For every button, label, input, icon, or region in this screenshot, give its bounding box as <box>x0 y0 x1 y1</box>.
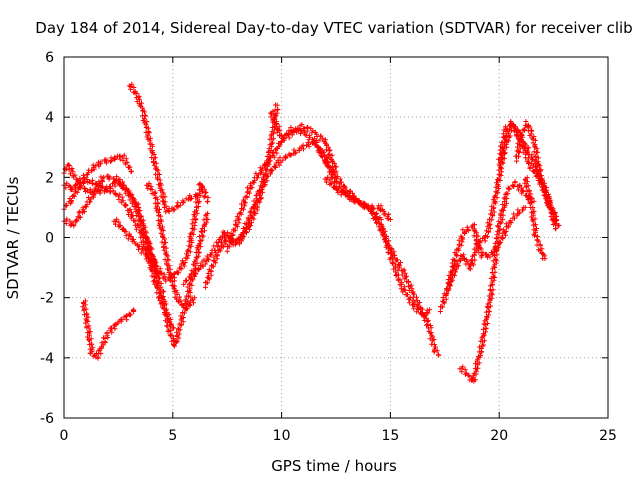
series-arc-5 <box>80 298 137 361</box>
series-markers <box>144 180 198 312</box>
y-tick-label: -4 <box>40 351 54 367</box>
y-tick-label: 6 <box>45 50 54 66</box>
series-arc-8 <box>144 180 198 312</box>
y-tick-label: 0 <box>45 231 54 247</box>
series-markers <box>111 181 211 284</box>
series-arc-19 <box>522 175 548 262</box>
series-arc-18 <box>513 119 562 228</box>
x-tick-label: 20 <box>490 428 508 444</box>
y-tick-label: 4 <box>45 110 54 126</box>
series-markers <box>126 81 200 215</box>
y-tick-label: -6 <box>40 411 54 427</box>
data-series <box>61 81 562 384</box>
x-tick-label: 0 <box>60 428 69 444</box>
x-tick-label: 15 <box>381 428 399 444</box>
axis-ticks: 0 5 10 15 20 25 -6 -4 -2 0 2 4 6 <box>40 50 617 444</box>
series-markers <box>322 174 442 358</box>
series-markers <box>522 175 548 262</box>
chart-title: Day 184 of 2014, Sidereal Day-to-day VTE… <box>35 19 632 37</box>
series-arc-7 <box>111 181 211 284</box>
series-arc-6 <box>126 81 200 215</box>
x-tick-label: 5 <box>168 428 177 444</box>
series-markers <box>80 298 137 361</box>
x-axis-label: GPS time / hours <box>271 457 397 475</box>
x-tick-label: 10 <box>273 428 291 444</box>
series-arc-13 <box>322 174 442 358</box>
y-tick-label: -2 <box>40 291 54 307</box>
y-axis-label: SDTVAR / TECUs <box>4 176 22 299</box>
x-tick-label: 25 <box>599 428 617 444</box>
series-markers <box>513 119 562 228</box>
series-markers <box>457 179 537 384</box>
series-arc-16 <box>457 179 537 384</box>
y-tick-label: 2 <box>45 170 54 186</box>
